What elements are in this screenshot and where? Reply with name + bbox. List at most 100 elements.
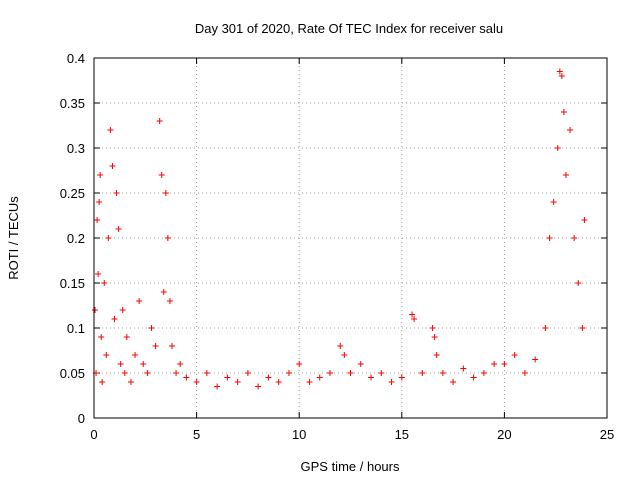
data-point [341, 352, 348, 358]
data-point [265, 374, 272, 381]
data-point [521, 370, 528, 376]
data-point [244, 370, 251, 376]
data-point [166, 298, 173, 304]
y-axis-ticks: 0 0.05 0.1 0.15 0.2 0.25 0.3 0.35 0.4 [60, 51, 607, 426]
data-point [433, 352, 440, 358]
data-point [575, 280, 582, 286]
data-point [388, 379, 395, 385]
data-point [560, 109, 567, 115]
chart-title: Day 301 of 2020, Rate Of TEC Index for r… [195, 21, 503, 36]
data-point [164, 235, 171, 241]
grid [94, 58, 607, 418]
y-tick-label: 0.4 [67, 51, 85, 66]
data-point [94, 217, 101, 223]
y-tick-label: 0.35 [60, 96, 85, 111]
data-point [136, 298, 143, 304]
data-point [326, 370, 333, 376]
y-tick-label: 0.05 [60, 366, 85, 381]
x-tick-label: 20 [497, 427, 511, 442]
x-tick-label: 0 [90, 427, 97, 442]
data-point [113, 190, 120, 196]
data-point [117, 361, 124, 367]
data-point [398, 374, 405, 381]
data-point [121, 370, 128, 376]
data-point [183, 374, 190, 381]
data-point [419, 370, 426, 376]
data-point [567, 127, 574, 133]
data-point [101, 280, 108, 286]
data-point [285, 370, 292, 376]
data-point [378, 370, 385, 376]
data-point [411, 316, 418, 322]
data-point [337, 343, 344, 349]
data-point [306, 379, 313, 385]
data-point [111, 316, 118, 322]
data-point [214, 383, 221, 390]
data-point [491, 361, 498, 367]
data-point [162, 190, 169, 196]
data-point [550, 199, 557, 205]
data-point [275, 379, 282, 385]
data-point [470, 374, 477, 381]
data-point [96, 199, 103, 205]
data-point [480, 370, 487, 376]
x-axis-ticks: 0 5 10 15 20 25 [90, 58, 614, 442]
data-point [579, 325, 586, 331]
data-point [409, 311, 416, 318]
data-point [460, 365, 467, 372]
data-point [148, 325, 155, 331]
data-point [132, 352, 139, 358]
data-point [368, 374, 375, 381]
y-tick-label: 0.1 [67, 321, 85, 336]
data-point [193, 379, 200, 385]
data-point [109, 163, 116, 169]
y-tick-label: 0.2 [67, 231, 85, 246]
data-point [105, 235, 112, 241]
data-point [95, 271, 102, 277]
data-point [562, 172, 569, 178]
data-point [98, 334, 105, 340]
data-point [450, 379, 457, 385]
data-point [501, 361, 508, 367]
x-axis-label: GPS time / hours [301, 459, 400, 474]
data-point [439, 370, 446, 376]
data-point [571, 235, 578, 241]
data-points [92, 68, 588, 390]
data-point [532, 356, 539, 363]
data-point [173, 370, 180, 376]
data-point [554, 145, 561, 151]
data-point [511, 352, 518, 358]
y-tick-label: 0.3 [67, 141, 85, 156]
data-point [224, 374, 231, 381]
data-point [160, 289, 167, 295]
plot-frame [93, 57, 608, 419]
data-point [546, 235, 553, 241]
data-point [156, 118, 163, 124]
data-point [158, 172, 165, 178]
data-point [127, 379, 134, 385]
data-point [296, 361, 303, 367]
data-point [103, 352, 110, 358]
data-point [119, 307, 126, 313]
x-tick-label: 15 [395, 427, 409, 442]
data-point [152, 343, 159, 349]
data-point [234, 379, 241, 385]
data-point [140, 361, 147, 367]
data-point [123, 334, 130, 340]
data-point [144, 370, 151, 376]
data-point [255, 383, 262, 390]
y-axis-label: ROTI / TECUs [6, 196, 21, 280]
data-point [316, 374, 323, 381]
x-tick-label: 10 [292, 427, 306, 442]
data-point [177, 361, 184, 367]
data-point [357, 361, 364, 367]
x-tick-label: 25 [600, 427, 614, 442]
data-point [581, 217, 588, 223]
data-point [429, 325, 436, 331]
data-point [115, 226, 122, 232]
data-point [107, 127, 114, 133]
data-point [542, 325, 549, 331]
y-tick-label: 0.25 [60, 186, 85, 201]
y-tick-label: 0 [78, 411, 85, 426]
